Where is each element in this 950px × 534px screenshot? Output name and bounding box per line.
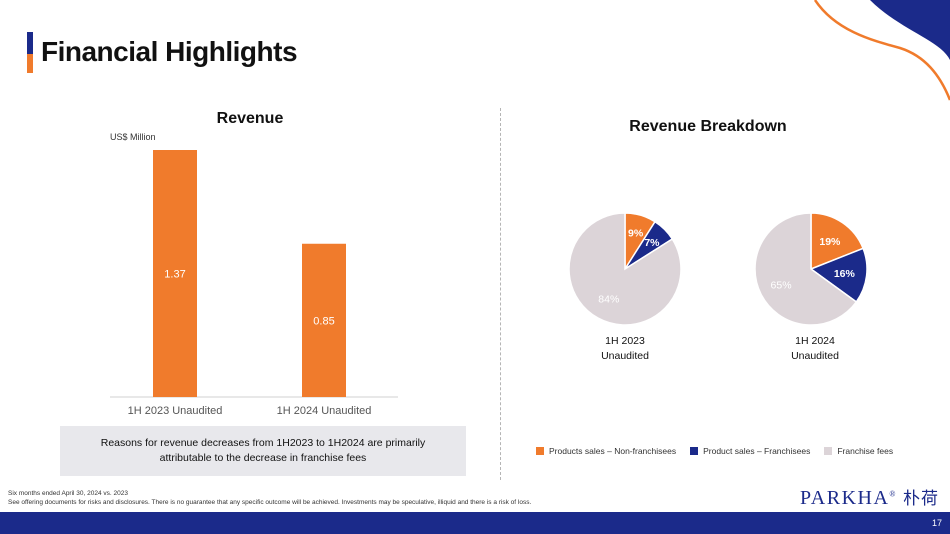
pie-caption-1h2023-line2: Unaudited	[601, 349, 649, 362]
logo-chinese-text: 朴荷	[902, 489, 939, 509]
pie-slice	[809, 247, 868, 303]
pie-caption-1h2023: 1H 2023 Unaudited	[575, 334, 675, 363]
breakdown-legend: Products sales – Non-franchisees Product…	[536, 446, 893, 456]
pie-caption-1h2023-line1: 1H 2023	[605, 335, 645, 347]
pie-slice-label: 7%	[644, 237, 660, 249]
pie-slice	[810, 212, 865, 271]
page-number: 17	[931, 518, 942, 528]
legend-label: Franchise fees	[837, 446, 894, 456]
footnote: Six months ended April 30, 2024 vs. 2023…	[8, 490, 531, 508]
pie-slice-label: 84%	[598, 293, 619, 305]
revenue-bar	[153, 150, 197, 397]
revenue-note: Reasons for revenue decreases from 1H202…	[60, 426, 466, 476]
legend-item-franchise-fees: Franchise fees	[824, 446, 893, 456]
legend-swatch-navy	[690, 447, 699, 455]
legend-swatch-orange	[536, 447, 544, 455]
bar-value-label: 1.37	[164, 269, 185, 281]
pie-caption-1h2024-line2: Unaudited	[791, 349, 839, 362]
legend-swatch-gray	[824, 447, 833, 455]
pie-slice-label: 9%	[628, 227, 644, 239]
revenue-bar-chart: 1.37 1H 2023 Unaudited 0.85 1H 2024 Unaudit…	[110, 150, 398, 417]
logo-text: PARKHA	[800, 487, 890, 509]
bar-category-label: 1H 2023 Unaudited	[128, 405, 223, 417]
revenue-note-text: Reasons for revenue decreases from 1H202…	[100, 437, 426, 464]
revenue-unit-label: US$ Million	[110, 132, 156, 142]
revenue-bar	[302, 243, 346, 397]
pie-slice-label: 65%	[771, 279, 792, 291]
title-accent-orange	[27, 54, 33, 73]
legend-label: Product sales – Franchisees	[703, 446, 811, 456]
page-title: Financial Highlights	[41, 36, 298, 67]
bar-value-label: 0.85	[313, 315, 334, 327]
pie-slice	[754, 212, 858, 325]
legend-item-franchisees: Product sales – Franchisees	[690, 446, 810, 456]
pie-slice-label: 16%	[834, 268, 856, 280]
logo-registered-mark: ®	[889, 489, 897, 499]
pie-chart-1h2024: 19% 16% 65%	[754, 212, 868, 325]
pie-chart-1h2023: 9%7% 84%	[568, 212, 682, 325]
footnote-disclaimer: See offering documents for risks and dis…	[8, 498, 532, 506]
pie-slice-label: 19%	[819, 236, 841, 248]
legend-label: Products sales – Non-franchisees	[549, 446, 677, 456]
pie-slice	[568, 212, 682, 325]
pie-caption-1h2024: 1H 2024 Unaudited	[765, 334, 865, 363]
bar-category-label: 1H 2024 Unaudited	[277, 405, 372, 417]
parkha-logo: PARKHA® 朴荷	[800, 484, 939, 510]
legend-item-non-franchisees: Products sales – Non-franchisees	[536, 446, 676, 456]
title-accent-blue	[27, 32, 33, 54]
section-divider	[500, 108, 501, 480]
footnote-period: Six months ended April 30, 2024 vs. 2023	[8, 490, 128, 497]
pie-caption-1h2024-line1: 1H 2024	[795, 335, 835, 347]
revenue-title: Revenue	[216, 110, 284, 127]
breakdown-title: Revenue Breakdown	[629, 118, 787, 135]
bottom-bar	[0, 512, 950, 534]
